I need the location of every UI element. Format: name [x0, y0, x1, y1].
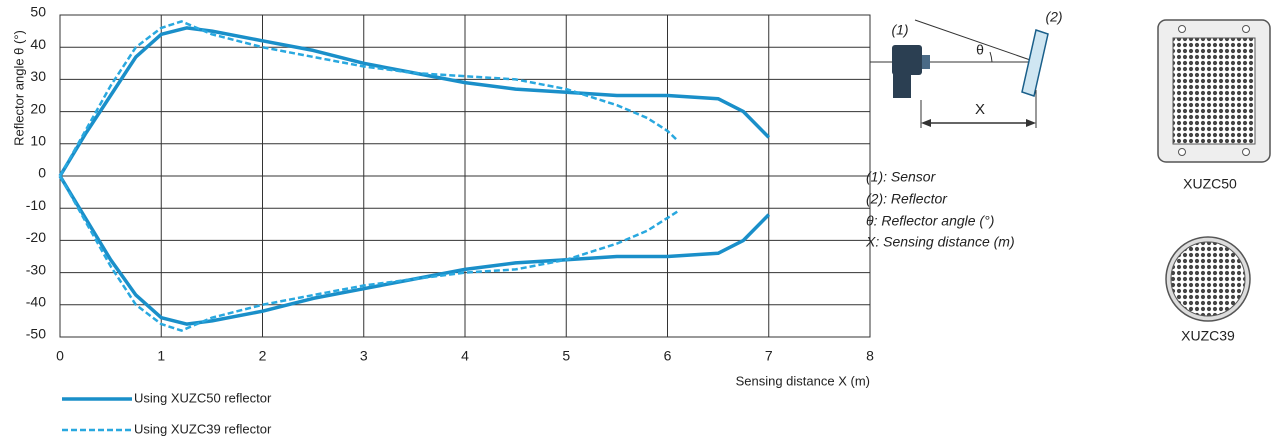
- plot: -50 -40 -30 -20 -10 0 10 20 30 40 50 0 1 2 3 4 5 6 7 8: [26, 4, 874, 364]
- series-line: [58, 20, 679, 177]
- y-axis-label: Reflector angle θ (°): [11, 30, 26, 146]
- key-item: (1): Sensor: [866, 169, 937, 185]
- angle-line: [914, 19, 1037, 63]
- diagram: (1) (2) θ X (1): Sensor (2): Reflector θ…: [865, 9, 1063, 250]
- x-tick-label: 3: [360, 348, 368, 364]
- series-line: [58, 26, 771, 177]
- legend: Using XUZC50 reflector Using XUZC39 refle…: [62, 390, 272, 436]
- y-tick-label: 40: [30, 36, 46, 52]
- sensor-label: (1): [891, 22, 908, 38]
- y-tick-label: -30: [26, 261, 46, 277]
- series-line: [58, 175, 679, 332]
- x-tick-label: 5: [562, 348, 570, 364]
- product-xuzc39: XUZC39: [1165, 236, 1251, 344]
- sensor-lens: [922, 55, 930, 69]
- y-tick-label: 30: [30, 68, 46, 84]
- x-tick-label: 4: [461, 348, 469, 364]
- reflector: [1021, 29, 1049, 97]
- product-label: XUZC50: [1183, 176, 1237, 192]
- y-tick-label: -40: [26, 294, 46, 310]
- y-tick-label: 20: [30, 100, 46, 116]
- legend-label: Using XUZC39 reflector: [134, 421, 272, 436]
- y-tick-label: -50: [26, 326, 46, 342]
- sensor-body: [892, 45, 922, 75]
- series-line: [58, 175, 771, 326]
- key-item: X: Sensing distance (m): [865, 234, 1015, 250]
- x-tick-label: 0: [56, 348, 64, 364]
- legend-label: Using XUZC50 reflector: [134, 390, 272, 405]
- distance-symbol: X: [975, 101, 985, 118]
- x-tick-label: 7: [765, 348, 773, 364]
- angle-symbol: θ: [976, 42, 984, 58]
- angle-arc: [989, 51, 993, 63]
- y-tick-label: -20: [26, 229, 46, 245]
- x-tick-label: 8: [866, 348, 874, 364]
- x-axis-label: Sensing distance X (m): [736, 373, 870, 388]
- x-tick-label: 6: [664, 348, 672, 364]
- y-tick-label: -10: [26, 197, 46, 213]
- product-xuzc50: XUZC50: [1157, 19, 1271, 192]
- key-item: θ: Reflector angle (°): [866, 213, 994, 229]
- y-tick-label: 10: [30, 133, 46, 149]
- product-label: XUZC39: [1181, 328, 1235, 344]
- y-tick-label: 0: [38, 165, 46, 181]
- sensor-base: [893, 74, 911, 98]
- reflector-label: (2): [1045, 9, 1062, 25]
- y-tick-label: 50: [30, 4, 46, 20]
- x-tick-label: 2: [259, 348, 267, 364]
- key-item: (2): Reflector: [866, 191, 948, 207]
- x-tick-label: 1: [157, 348, 165, 364]
